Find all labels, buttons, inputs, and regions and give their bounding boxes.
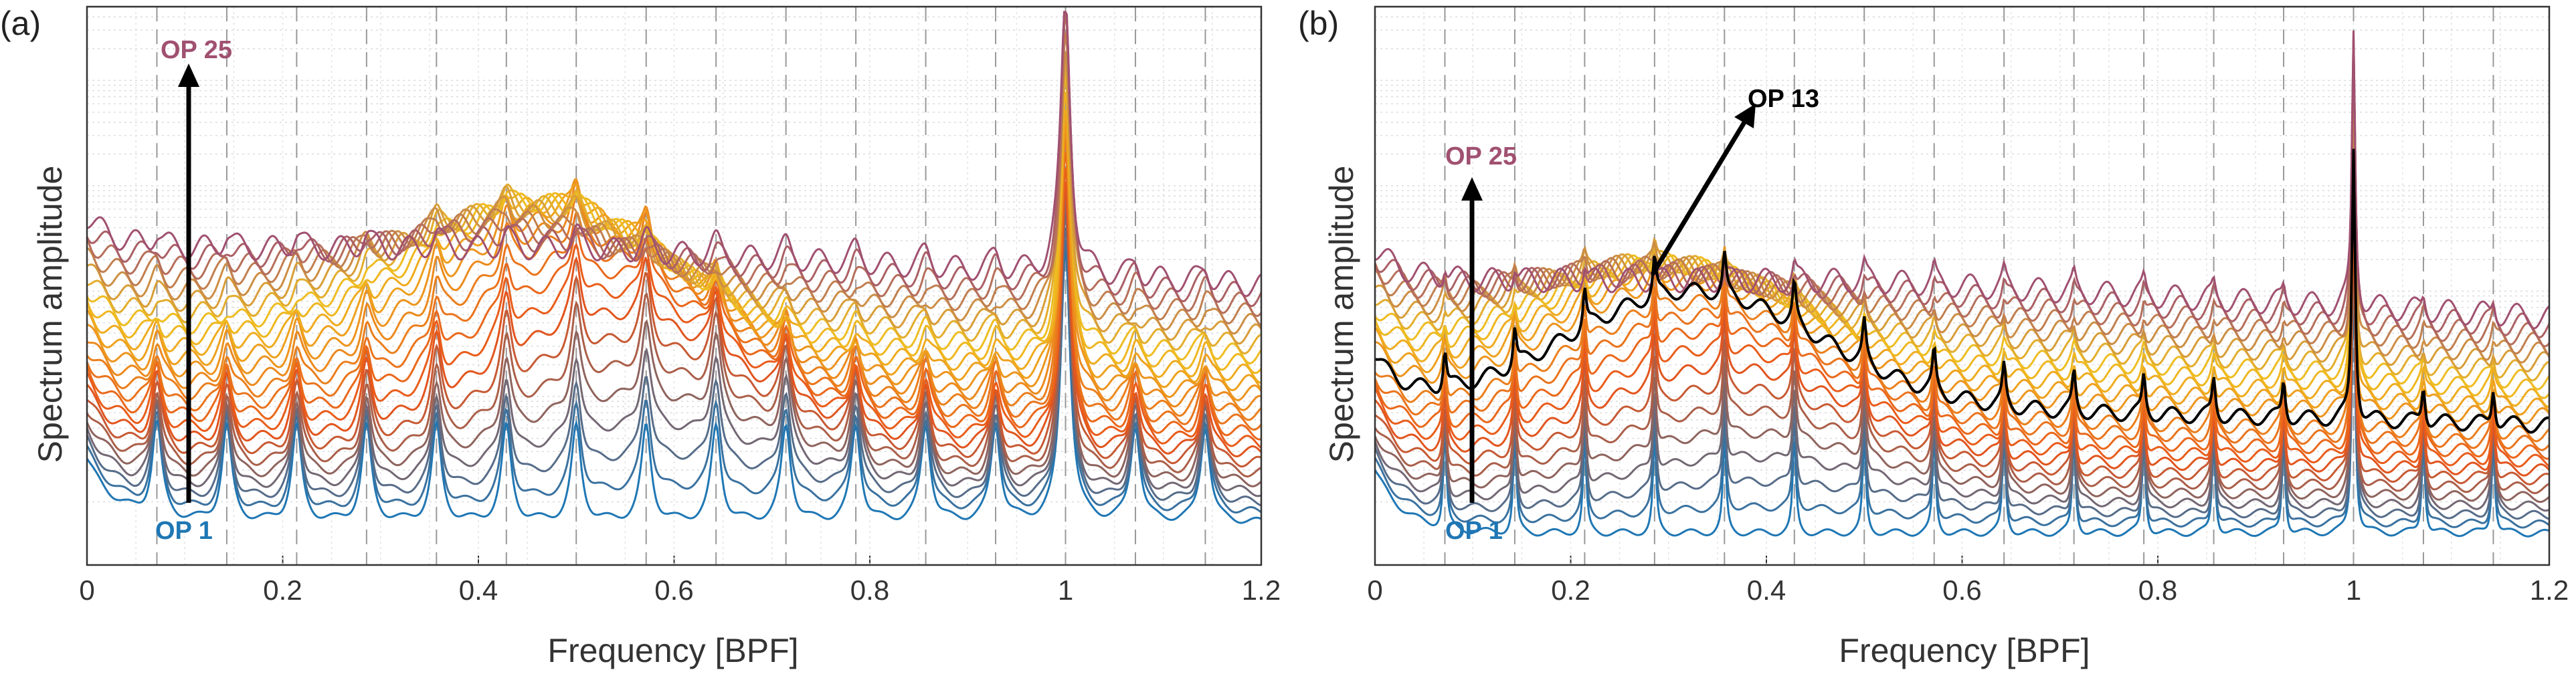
x-tick-labels: 0 0.2 0.4 0.6 0.8 1 1.2 bbox=[79, 556, 1281, 606]
series-line bbox=[86, 110, 1263, 392]
annotations: OP 25 OP 1 bbox=[155, 36, 232, 545]
x-tick-label: 1.2 bbox=[1242, 574, 1281, 606]
annotations: OP 25 OP 13 OP 1 bbox=[1445, 85, 1819, 545]
series-line bbox=[1374, 148, 2550, 434]
plot-frame bbox=[86, 5, 1263, 566]
series-line bbox=[86, 227, 1262, 507]
series-line bbox=[86, 51, 1263, 335]
series-line bbox=[86, 193, 1262, 478]
panel-label: (b) bbox=[1298, 5, 1339, 42]
x-tick-label: 0.8 bbox=[850, 574, 889, 606]
series-line bbox=[1374, 253, 2550, 529]
annotation-op-25: OP 25 bbox=[1445, 142, 1517, 171]
y-axis-title: Spectrum amplitude bbox=[31, 166, 69, 463]
y-axis-title: Spectrum amplitude bbox=[1323, 166, 1360, 463]
series-line bbox=[86, 151, 1262, 441]
annotation-op-13: OP 13 bbox=[1748, 85, 1819, 113]
x-tick-label: 0.4 bbox=[459, 574, 498, 606]
x-tick-label: 0.6 bbox=[1942, 574, 1981, 606]
series-line bbox=[86, 213, 1262, 497]
series-line bbox=[86, 32, 1262, 327]
series-line bbox=[86, 240, 1262, 514]
plot-frame bbox=[1374, 5, 2551, 566]
x-tick-label: 0.2 bbox=[263, 574, 302, 606]
x-tick-label: 0 bbox=[1367, 574, 1382, 606]
x-tick-label: 0.8 bbox=[2138, 574, 2177, 606]
annotation-op-1: OP 1 bbox=[155, 517, 213, 545]
panel-b: (b) Spectrum amplitude Frequency [BPF] 0… bbox=[1298, 5, 2569, 669]
panel-a: (a) Spectrum amplitude Frequency [BPF] 0… bbox=[0, 5, 1281, 669]
x-tick-label: 0.6 bbox=[654, 574, 693, 606]
series-group bbox=[86, 10, 1263, 524]
x-tick-label: 1.2 bbox=[2530, 574, 2569, 606]
series-group bbox=[1374, 30, 2551, 538]
x-axis-title: Frequency [BPF] bbox=[1839, 632, 2090, 669]
arrow-head-icon bbox=[1734, 104, 1756, 128]
x-axis-title: Frequency [BPF] bbox=[547, 632, 798, 669]
series-line bbox=[86, 181, 1263, 458]
series-line bbox=[1374, 30, 2551, 330]
arrow-head-icon bbox=[178, 64, 199, 87]
series-line bbox=[86, 11, 1263, 298]
panel-label: (a) bbox=[0, 5, 41, 42]
annotation-op-25: OP 25 bbox=[161, 36, 232, 64]
x-tick-label: 0.4 bbox=[1747, 574, 1786, 606]
x-tick-label: 0 bbox=[79, 574, 94, 606]
x-tick-label: 0.2 bbox=[1551, 574, 1590, 606]
x-tick-label: 1 bbox=[2346, 574, 2361, 606]
annotation-arrow bbox=[1651, 118, 1748, 275]
x-tick-labels: 0 0.2 0.4 0.6 0.8 1 1.2 bbox=[1367, 556, 2569, 606]
x-tick-label: 1 bbox=[1058, 574, 1073, 606]
arrow-head-icon bbox=[1461, 177, 1483, 201]
annotation-op-1: OP 1 bbox=[1445, 517, 1503, 545]
series-line bbox=[86, 168, 1262, 449]
